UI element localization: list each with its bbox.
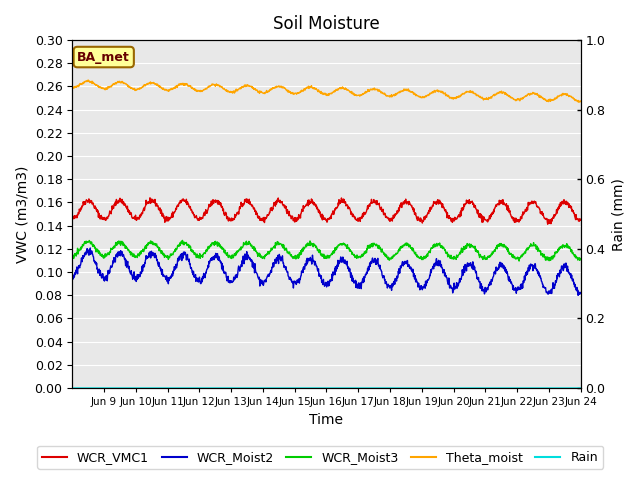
Y-axis label: VWC (m3/m3): VWC (m3/m3) [15, 166, 29, 263]
Theta_moist [472, 91, 479, 96]
WCR_VMC1 [170, 211, 177, 217]
Theta_moist [575, 99, 583, 105]
WCR_VMC1 [182, 198, 189, 204]
WCR_Moist2 [472, 270, 479, 276]
WCR_VMC1 [577, 217, 584, 223]
Theta_moist [239, 84, 246, 90]
Rain [472, 385, 479, 391]
WCR_Moist2 [86, 245, 94, 251]
WCR_Moist2 [170, 271, 177, 276]
X-axis label: Time: Time [309, 413, 344, 427]
WCR_Moist2 [516, 282, 524, 288]
WCR_Moist3 [517, 254, 525, 260]
Theta_moist [516, 96, 524, 101]
Theta_moist [405, 88, 413, 94]
Rain [577, 385, 584, 391]
Line: WCR_Moist3: WCR_Moist3 [72, 240, 580, 261]
Rain [405, 385, 413, 391]
Theta_moist [68, 85, 76, 91]
Theta_moist [182, 81, 189, 87]
Legend: WCR_VMC1, WCR_Moist2, WCR_Moist3, Theta_moist, Rain: WCR_VMC1, WCR_Moist2, WCR_Moist3, Theta_… [37, 446, 603, 469]
WCR_VMC1 [68, 215, 76, 221]
WCR_Moist2 [239, 261, 246, 266]
WCR_Moist3 [179, 238, 186, 243]
Rain [68, 385, 76, 391]
WCR_VMC1 [405, 201, 413, 207]
WCR_VMC1 [544, 221, 552, 227]
Rain [169, 385, 177, 391]
Text: BA_met: BA_met [77, 50, 130, 63]
Line: WCR_Moist2: WCR_Moist2 [72, 248, 580, 295]
Rain [238, 385, 246, 391]
WCR_Moist3 [182, 240, 189, 246]
Line: WCR_VMC1: WCR_VMC1 [72, 198, 580, 224]
Y-axis label: Rain (mm): Rain (mm) [611, 178, 625, 251]
Rain [182, 385, 189, 391]
WCR_VMC1 [516, 214, 524, 220]
WCR_Moist2 [182, 252, 189, 257]
WCR_Moist3 [405, 244, 413, 250]
WCR_Moist3 [472, 249, 479, 254]
Theta_moist [577, 98, 584, 104]
WCR_VMC1 [472, 205, 479, 211]
WCR_Moist3 [515, 258, 523, 264]
WCR_Moist3 [68, 255, 76, 261]
WCR_VMC1 [239, 204, 246, 209]
Theta_moist [170, 86, 177, 92]
WCR_Moist3 [577, 257, 584, 263]
Line: Theta_moist: Theta_moist [72, 80, 580, 102]
WCR_Moist2 [405, 262, 413, 268]
Rain [516, 385, 524, 391]
WCR_Moist2 [577, 290, 584, 296]
WCR_Moist2 [574, 292, 582, 298]
WCR_VMC1 [146, 195, 154, 201]
WCR_Moist3 [169, 252, 177, 258]
Title: Soil Moisture: Soil Moisture [273, 15, 380, 33]
WCR_Moist3 [239, 245, 246, 251]
WCR_Moist2 [68, 273, 76, 278]
Theta_moist [84, 77, 92, 83]
